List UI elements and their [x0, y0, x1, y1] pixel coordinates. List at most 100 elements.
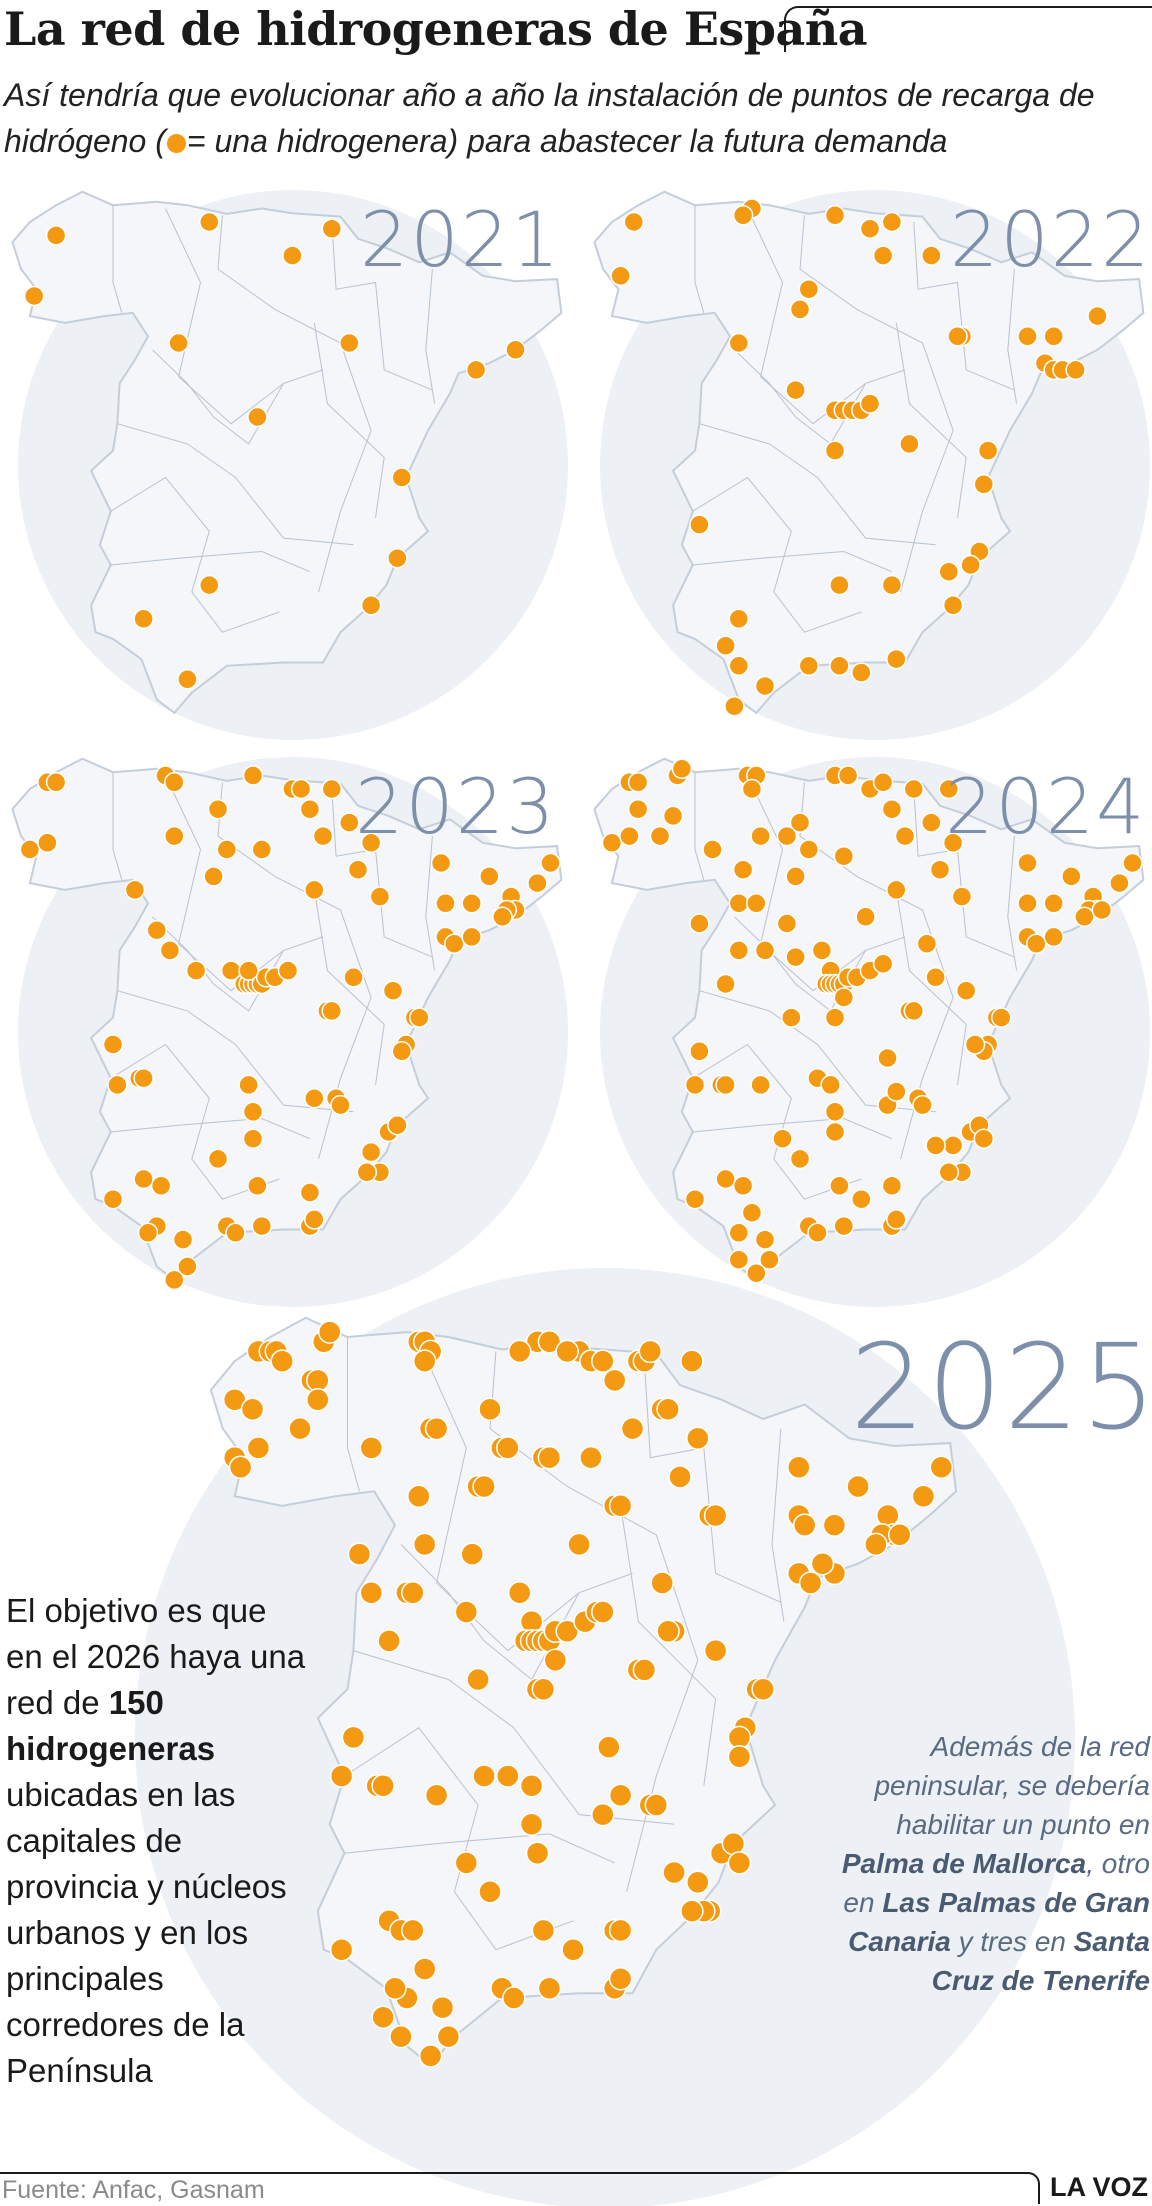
hydrogen-station-dot [246, 1436, 271, 1460]
hydrogen-station-dot [356, 1162, 378, 1183]
map-panel-2021 [8, 185, 568, 740]
hydrogen-station-dot [133, 1067, 154, 1089]
hydrogen-station-dot [168, 332, 189, 354]
hydrogen-station-dot [465, 359, 487, 381]
hydrogen-station-dot [973, 474, 995, 495]
hydrogen-station-dot [754, 940, 776, 961]
hydrogen-station-dot [199, 574, 220, 596]
map-panel-2025 [135, 1268, 1075, 2206]
hydrogen-station-dot [238, 960, 259, 981]
hydrogen-station-dot [382, 980, 404, 1001]
hydrogen-station-dot [527, 872, 548, 894]
hydrogen-station-dot [247, 1175, 268, 1197]
hydrogen-station-dot [680, 1349, 704, 1373]
hydrogen-station-dot [102, 1188, 124, 1210]
source-credit: Fuente: Anfac, Gasnam [2, 2176, 265, 2204]
spain-map-2021 [11, 190, 568, 740]
hydrogen-station-dot [137, 1222, 159, 1244]
hydrogen-station-dot [619, 825, 640, 847]
hydrogen-station-dot [430, 852, 452, 874]
region-border [799, 215, 954, 593]
hydrogen-station-dot [886, 1209, 907, 1230]
hydrogen-station-dot [1026, 933, 1047, 954]
hydrogen-station-dot [776, 825, 798, 847]
hydrogen-station-dot [829, 574, 850, 596]
objective-note-text-1: El objetivo es que en el 2026 haya una r… [6, 1592, 306, 1721]
year-label-2024: 2024 [945, 762, 1147, 851]
hydrogen-station-dot [339, 812, 360, 833]
hydrogen-station-dot [172, 1229, 194, 1250]
region-border [747, 208, 906, 425]
hydrogen-station-dot [881, 1175, 903, 1197]
region-border [217, 782, 372, 1160]
hydrogen-station-dot [472, 1764, 496, 1788]
hydrogen-station-dot [460, 1542, 484, 1566]
hydrogen-station-dot [864, 1532, 888, 1557]
spain-map-2024 [593, 757, 1150, 1307]
hydrogen-station-dot [903, 778, 925, 800]
hydrogen-station-dot [1109, 872, 1130, 894]
hydrogen-station-dot [391, 1041, 413, 1062]
hydrogen-station-dot [537, 1976, 562, 2001]
hydrogen-station-dot [759, 1249, 780, 1270]
hydrogen-station-dot [247, 406, 268, 428]
hydrogen-station-dot [798, 655, 820, 677]
hydrogen-station-dot [781, 1007, 802, 1028]
hydrogen-station-dot [347, 859, 369, 880]
hydrogen-station-dot [329, 1764, 354, 1788]
hydrogen-station-dot [684, 1074, 706, 1096]
hydrogen-station-dot [671, 758, 693, 780]
hydrogen-station-dot [507, 1580, 532, 1605]
hydrogen-station-dot [461, 893, 482, 914]
hydrogen-station-dot [359, 1580, 384, 1605]
hydrogen-station-dot [1017, 326, 1038, 347]
spain-map-2022 [593, 190, 1150, 740]
hydrogen-station-dot [789, 812, 811, 833]
hydrogen-station-dot [304, 1088, 325, 1109]
region-border [112, 205, 123, 313]
hydrogen-station-dot [228, 1455, 253, 1479]
islands-note: Además de la red peninsular, se debería … [820, 1727, 1150, 2000]
hydrogen-station-dot [444, 933, 465, 954]
hydrogen-station-dot [728, 1222, 750, 1244]
region-border [1007, 269, 1018, 404]
hydrogen-station-dot [102, 1034, 124, 1055]
hydrogen-station-dot [133, 1168, 154, 1190]
hydrogen-station-dot [401, 1580, 425, 1605]
hydrogen-station-dot [387, 1114, 408, 1136]
hydrogen-station-dot [728, 1249, 750, 1270]
hydrogen-station-dot [579, 1445, 603, 1470]
hydrogen-station-dot [222, 1387, 247, 1412]
legend-dot-icon [166, 134, 186, 153]
hydrogen-station-dot [938, 1162, 960, 1183]
hydrogen-station-dot [732, 205, 754, 226]
islands-note-tenerife: Santa Cruz de Tenerife [931, 1926, 1150, 1996]
hydrogen-station-dot [1017, 893, 1038, 914]
hydrogen-station-dot [561, 1937, 585, 1962]
region-border [112, 772, 123, 880]
hydrogen-station-dot [715, 635, 736, 656]
region-border [313, 889, 385, 1085]
hydrogen-station-dot [537, 1330, 562, 1354]
hydrogen-station-dot [270, 1349, 294, 1373]
hydrogen-station-dot [833, 1215, 855, 1237]
hydrogen-station-dot [329, 1937, 354, 1962]
hydrogen-station-dot [601, 832, 623, 854]
hydrogen-station-dot [938, 778, 960, 800]
hydrogen-station-dot [216, 839, 238, 860]
hydrogen-station-dot [899, 433, 920, 455]
hydrogen-station-dot [824, 1007, 846, 1028]
hydrogen-station-dot [19, 839, 41, 860]
hydrogen-station-dot [401, 1918, 425, 1943]
region-border [620, 1505, 717, 1786]
hydrogen-station-dot [644, 1793, 669, 1817]
hydrogen-station-dot [45, 225, 67, 246]
subtitle-text-end: = una hidrogenera) para abastecer la fut… [186, 123, 948, 159]
hydrogen-station-dot [960, 554, 981, 576]
hydrogen-station-dot [107, 1074, 128, 1096]
hydrogen-station-dot [662, 805, 684, 827]
islands-note-text-3: y tres en [950, 1926, 1074, 1957]
hydrogen-station-dot [330, 1094, 351, 1116]
islands-note-text-2: , otro en [843, 1848, 1150, 1918]
region-border [692, 1117, 893, 1140]
